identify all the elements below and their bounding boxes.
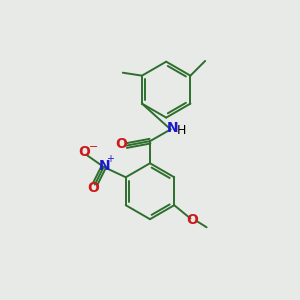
Text: N: N xyxy=(166,121,178,135)
Text: H: H xyxy=(177,124,187,137)
Text: O: O xyxy=(115,137,127,151)
Text: O: O xyxy=(79,145,91,159)
Text: O: O xyxy=(186,213,198,227)
Text: O: O xyxy=(87,181,99,194)
Text: +: + xyxy=(106,154,114,164)
Text: −: − xyxy=(89,142,98,152)
Text: N: N xyxy=(98,159,110,173)
